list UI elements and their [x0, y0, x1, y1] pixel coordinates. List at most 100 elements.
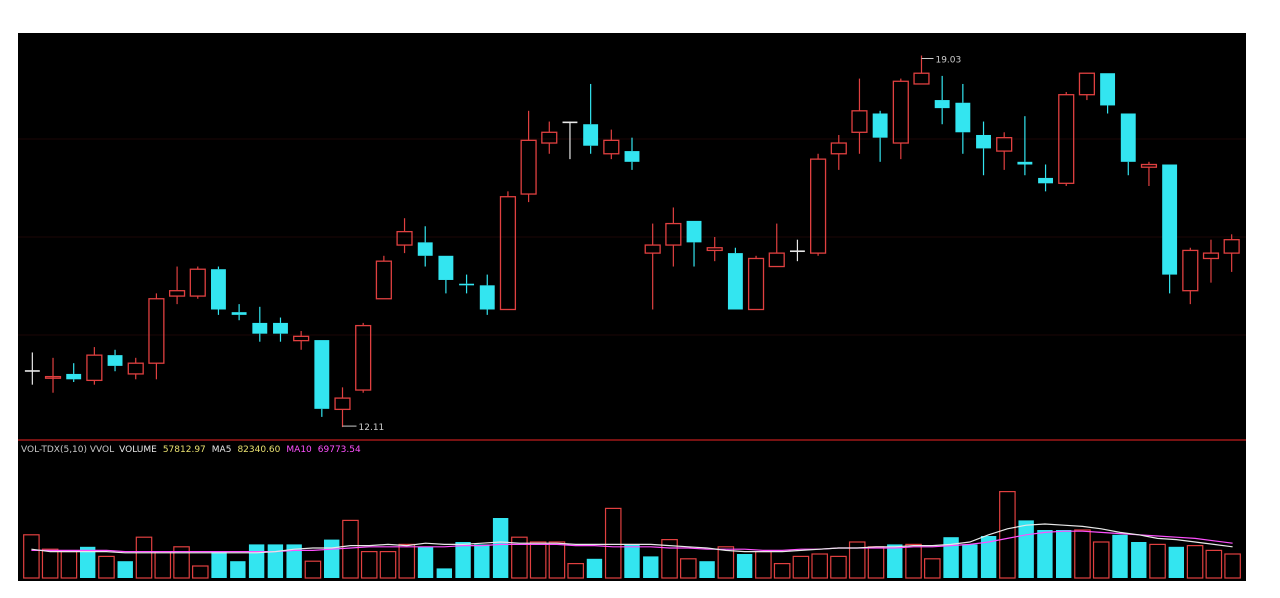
candle-body [44, 375, 62, 379]
candle [1100, 73, 1116, 114]
candle [499, 191, 517, 311]
candle-body [1058, 94, 1075, 184]
candle-body [913, 72, 930, 85]
candle-body [976, 134, 991, 149]
volume-bar [248, 544, 265, 578]
volume-bar [417, 546, 434, 578]
candle-body [396, 230, 413, 246]
candle [334, 387, 351, 428]
volume-bar [680, 558, 697, 579]
candle-body [148, 298, 165, 364]
candle-body [66, 373, 82, 380]
candle [107, 349, 123, 372]
candle-body [86, 354, 103, 382]
volume-bar [548, 541, 566, 579]
candle [210, 266, 226, 315]
volume-header-item: 69773.54 [318, 445, 361, 455]
candle-body [665, 222, 682, 246]
volume-bar [624, 544, 640, 578]
candle [976, 121, 991, 176]
candle-body [892, 80, 909, 144]
candle [644, 223, 661, 310]
ma5-line [31, 523, 1233, 554]
candle [727, 247, 743, 310]
candle-body [1202, 252, 1220, 260]
volume-bar [79, 546, 96, 578]
volume-header-item: 82340.60 [237, 445, 280, 455]
low-price-label: 12.11 [359, 423, 385, 433]
candle-body [830, 142, 847, 155]
volume-header-item: 57812.97 [163, 445, 206, 455]
volume-bar [360, 550, 378, 579]
candle [1140, 161, 1158, 186]
candle-body [210, 269, 226, 310]
volume-bar [699, 561, 715, 578]
volume-bar [567, 562, 584, 579]
candle-body [1182, 249, 1199, 292]
chart-frame: 19.03 12.11 VOL-TDX(5,10) VVOL VOLUME 5781… [18, 33, 1246, 581]
candle [851, 78, 868, 154]
candle-body [1120, 113, 1136, 162]
volume-bar [304, 560, 322, 579]
volume-bar [60, 550, 78, 579]
volume-bar [135, 536, 153, 579]
candle-body [1162, 164, 1178, 275]
candle [686, 220, 702, 267]
candle-body [583, 124, 599, 146]
annotations: 19.03 12.11 [342, 55, 961, 433]
candle [747, 255, 765, 311]
candle-body [686, 220, 702, 243]
candle-body [955, 102, 971, 133]
volume-bar [398, 543, 416, 579]
volume-bar [773, 562, 791, 579]
volume-bar [511, 536, 528, 579]
candle [1078, 72, 1096, 101]
candle [66, 363, 82, 382]
candle-body [706, 247, 723, 252]
volume-bar [887, 544, 903, 578]
candle [479, 274, 495, 315]
volume-bar [661, 539, 678, 579]
candle [892, 78, 909, 160]
candle-body [375, 260, 392, 300]
volume-bar [717, 546, 735, 579]
volume-bar [943, 537, 959, 578]
candle-body [107, 355, 123, 366]
candle-body [417, 242, 433, 256]
volume-bar [1131, 542, 1147, 578]
candle-body [355, 324, 372, 391]
volume-bar [980, 536, 997, 578]
candle-body [438, 255, 454, 280]
candle-body [747, 257, 765, 311]
volume-header-item: MA5 [212, 445, 232, 455]
volume-bar [1092, 541, 1110, 579]
candle [417, 226, 433, 267]
candle [996, 132, 1013, 170]
volume-bars [23, 491, 1241, 579]
candle-body [334, 397, 351, 411]
candle [934, 75, 950, 125]
volume-bar [474, 544, 490, 578]
volume-bar [999, 491, 1016, 579]
volume-bar [1186, 544, 1204, 579]
candle [231, 304, 247, 321]
candle [273, 317, 288, 342]
volume-bar [323, 539, 340, 578]
volume-bar [962, 544, 978, 578]
volume-bar [1055, 530, 1072, 578]
volume-bar [643, 556, 659, 578]
volume-header-item: MA10 [286, 445, 312, 455]
candle [396, 218, 413, 254]
candle-body [520, 139, 537, 195]
candle-body [768, 252, 785, 268]
candle-body [127, 362, 144, 375]
candle-body [851, 110, 868, 133]
volume-bar [173, 546, 190, 579]
candle-body [1078, 72, 1096, 96]
candle-body [189, 268, 206, 297]
volume-bar [379, 550, 397, 579]
candle [24, 352, 40, 385]
volume-bar [1018, 520, 1034, 578]
candle [355, 322, 372, 393]
volume-bar [117, 561, 133, 578]
